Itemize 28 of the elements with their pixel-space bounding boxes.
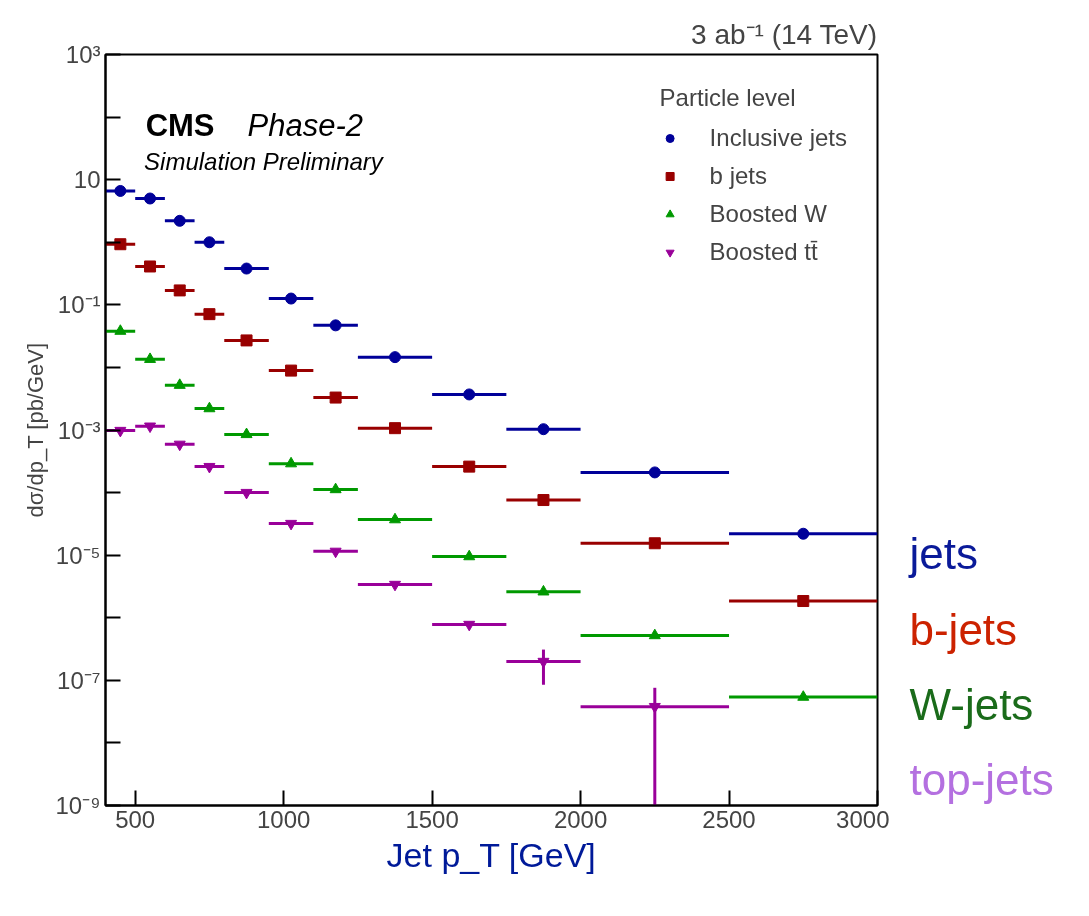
- y-axis-title: dσ/dp_T [pb/GeV]: [22, 342, 48, 518]
- legend-label: b jets: [709, 162, 767, 190]
- y-tick-label: 10⁻³: [57, 416, 101, 444]
- legend-label: Inclusive jets: [709, 124, 847, 152]
- y-tick-label: 10⁻⁷: [57, 666, 101, 694]
- x-tick-label: 1500: [405, 805, 459, 833]
- chart-title: 3 ab⁻¹ (14 TeV): [691, 18, 877, 50]
- text: jets: [907, 529, 978, 579]
- annotation: Simulation Preliminary: [144, 147, 385, 175]
- text: W-jets: [909, 679, 1034, 729]
- y-tick-label: 10⁻⁵: [55, 541, 101, 569]
- x-tick-label: 500: [115, 805, 156, 833]
- x-tick-label: 2000: [553, 805, 608, 833]
- annotation: CMS: [145, 108, 215, 144]
- y-tick-label: 10⁻⁹: [55, 792, 101, 819]
- x-axis-title: Jet p_T [GeV]: [386, 835, 596, 874]
- legend-label: Boosted tt̄: [709, 238, 818, 266]
- text: top-jets: [909, 754, 1054, 804]
- y-tick-label: 10: [73, 166, 101, 194]
- x-tick-label: 3000: [836, 805, 890, 833]
- annotation: Phase-2: [247, 108, 364, 144]
- legend-title: Particle level: [659, 84, 797, 112]
- legend-label: Boosted W: [709, 200, 827, 228]
- x-tick-label: 1000: [256, 805, 311, 833]
- y-tick-label: 10³: [65, 41, 101, 68]
- y-tick-label: 10⁻¹: [57, 291, 101, 319]
- text: b-jets: [909, 604, 1018, 654]
- x-tick-label: 2500: [702, 805, 756, 833]
